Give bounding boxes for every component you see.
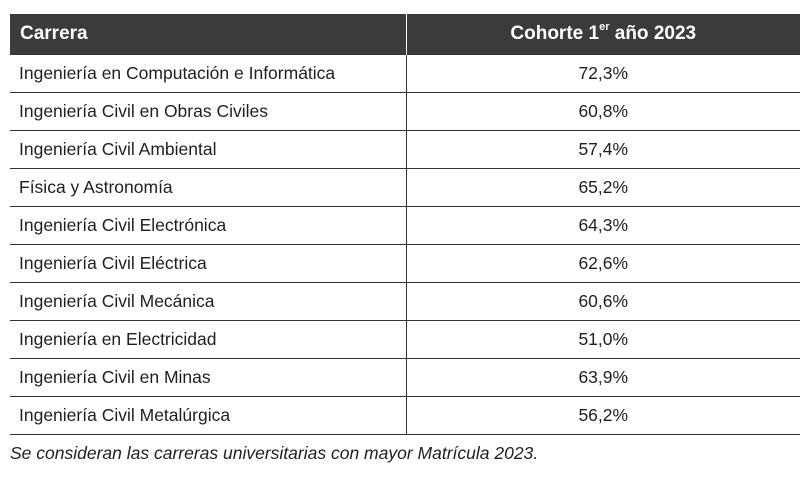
career-cell: Ingeniería Civil en Obras Civiles [10,92,407,131]
table-row: Física y Astronomía 65,2% [10,168,800,207]
table-row: Ingeniería Civil Eléctrica 62,6% [10,244,800,283]
value-cell: 56,2% [405,396,800,435]
header-cohort-suffix: año 2023 [609,23,697,44]
value-cell: 64,3% [405,206,800,245]
career-cell: Ingeniería Civil Mecánica [10,282,407,321]
table-row: Ingeniería en Electricidad 51,0% [10,320,800,359]
header-career: Carrera [10,14,407,55]
table-row: Ingeniería Civil Ambiental 57,4% [10,130,800,169]
career-cell: Física y Astronomía [10,168,407,207]
value-cell: 72,3% [405,54,800,93]
career-cell: Ingeniería en Electricidad [10,320,407,359]
value-cell: 60,6% [405,282,800,321]
value-cell: 60,8% [405,92,800,131]
table-body: Ingeniería en Computación e Informática … [10,54,800,435]
table-row: Ingeniería Civil Mecánica 60,6% [10,282,800,321]
value-cell: 51,0% [405,320,800,359]
career-cell: Ingeniería Civil Eléctrica [10,244,407,283]
career-cell: Ingeniería Civil Metalúrgica [10,396,407,435]
career-cell: Ingeniería Civil en Minas [10,358,407,397]
table-row: Ingeniería Civil Electrónica 64,3% [10,206,800,245]
retention-table: Carrera Cohorte 1er año 2023 Ingeniería … [10,14,800,435]
value-cell: 63,9% [405,358,800,397]
header-cohort: Cohorte 1er año 2023 [406,14,800,55]
value-cell: 62,6% [405,244,800,283]
value-cell: 57,4% [405,130,800,169]
header-cohort-prefix: Cohorte 1 [510,23,600,44]
career-cell: Ingeniería Civil Ambiental [10,130,407,169]
retention-table-container: Carrera Cohorte 1er año 2023 Ingeniería … [10,14,800,435]
table-row: Ingeniería Civil en Minas 63,9% [10,358,800,397]
header-cohort-superscript: er [599,21,610,33]
career-cell: Ingeniería Civil Electrónica [10,206,407,245]
table-header: Carrera Cohorte 1er año 2023 [10,14,800,55]
table-row: Ingeniería Civil Metalúrgica 56,2% [10,396,800,435]
table-row: Ingeniería en Computación e Informática … [10,54,800,93]
footnote: Se consideran las carreras universitaria… [10,443,539,463]
value-cell: 65,2% [405,168,800,207]
career-cell: Ingeniería en Computación e Informática [10,54,407,93]
header-row: Carrera Cohorte 1er año 2023 [10,14,800,55]
table-row: Ingeniería Civil en Obras Civiles 60,8% [10,92,800,131]
